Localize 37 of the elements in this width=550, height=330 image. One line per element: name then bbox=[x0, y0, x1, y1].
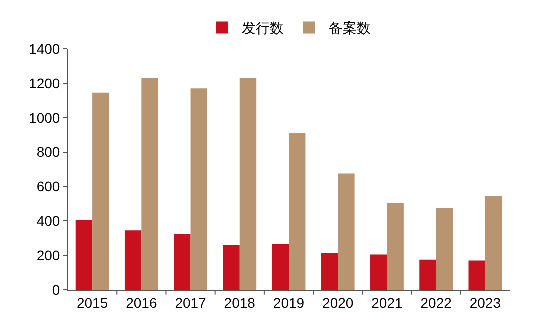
bar bbox=[142, 78, 158, 290]
bar bbox=[174, 234, 191, 290]
bar bbox=[370, 254, 388, 290]
bar bbox=[321, 252, 338, 290]
bar bbox=[289, 133, 306, 290]
bar bbox=[272, 244, 289, 290]
x-tick-label: 2016 bbox=[126, 294, 158, 311]
bar bbox=[190, 88, 208, 290]
bar bbox=[338, 174, 355, 290]
bar bbox=[468, 260, 486, 290]
x-tick-label: 2018 bbox=[224, 294, 256, 311]
x-tick-label: 2015 bbox=[76, 294, 108, 311]
x-tick-label: 2017 bbox=[175, 294, 207, 311]
y-tick-label: 1400 bbox=[29, 40, 60, 57]
y-tick-label: 1200 bbox=[29, 75, 60, 92]
bar bbox=[420, 260, 436, 290]
legend-label: 发行数 bbox=[242, 21, 284, 38]
x-tick-label: 2023 bbox=[470, 294, 502, 311]
bar bbox=[124, 230, 142, 290]
y-tick-label: 400 bbox=[36, 213, 60, 230]
bar bbox=[76, 220, 93, 290]
y-tick-label: 1000 bbox=[29, 110, 60, 126]
y-tick-label: 200 bbox=[36, 247, 60, 264]
x-tick-label: 2019 bbox=[273, 294, 305, 311]
bar bbox=[240, 78, 257, 290]
y-tick-label: 800 bbox=[36, 144, 60, 160]
y-tick-label: 0 bbox=[52, 282, 60, 298]
x-tick-label: 2022 bbox=[420, 294, 452, 311]
bar bbox=[223, 245, 240, 290]
bar bbox=[485, 196, 502, 290]
x-tick-label: 2020 bbox=[322, 294, 354, 311]
bar bbox=[387, 203, 404, 290]
bar bbox=[92, 92, 110, 290]
legend-label: 备案数 bbox=[329, 20, 371, 38]
y-tick-label: 600 bbox=[36, 178, 60, 195]
bar bbox=[436, 208, 454, 290]
x-tick-label: 2021 bbox=[372, 294, 403, 311]
